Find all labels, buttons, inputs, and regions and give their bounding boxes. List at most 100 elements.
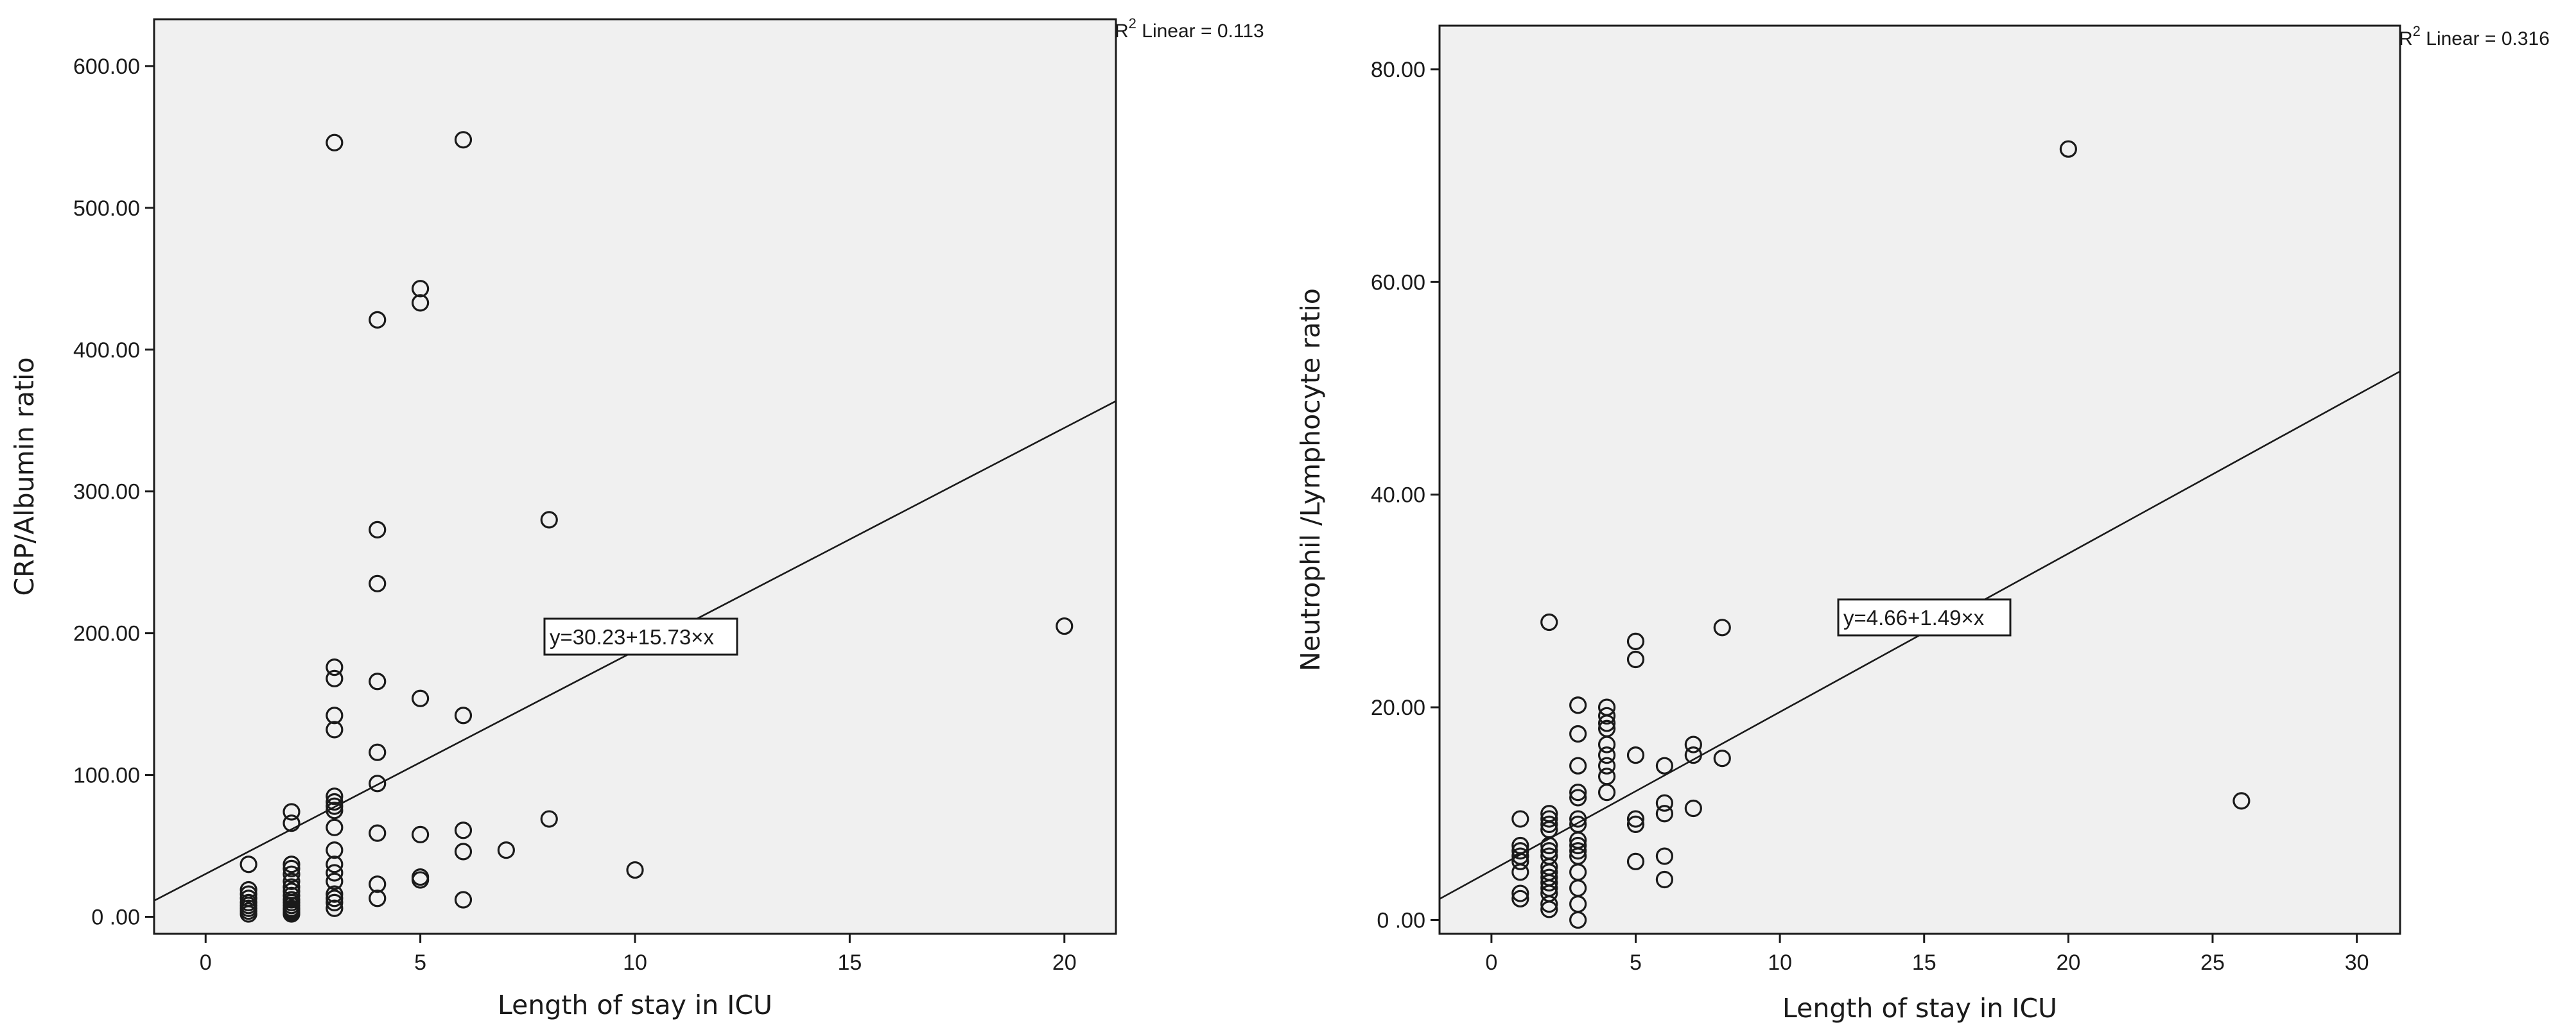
data-point bbox=[283, 859, 300, 877]
x-tick-label: 25 bbox=[2200, 950, 2225, 975]
equation-text: y=30.23+15.73×x bbox=[550, 625, 714, 649]
y-tick-label: 400.00 bbox=[73, 338, 140, 363]
scatter-points bbox=[1511, 140, 2250, 929]
data-point bbox=[1597, 707, 1616, 725]
data-point bbox=[369, 673, 387, 691]
chart-crp-albumin: 0 .00 100.00 200.00 300.00 400.00 500.00 600.0… bbox=[9, 15, 1264, 1020]
data-point bbox=[1511, 847, 1529, 865]
data-point bbox=[283, 872, 300, 890]
scatter-points bbox=[239, 131, 1074, 923]
data-point bbox=[1540, 815, 1558, 833]
data-point bbox=[1597, 719, 1616, 737]
x-tick-label: 5 bbox=[414, 950, 426, 975]
data-point bbox=[239, 885, 257, 903]
data-point bbox=[412, 280, 430, 298]
data-point bbox=[326, 133, 344, 151]
y-axis-title: CRP/Albumin ratio bbox=[9, 357, 40, 596]
data-point bbox=[1056, 617, 1074, 635]
x-tick-label: 15 bbox=[837, 950, 862, 975]
data-point bbox=[454, 821, 473, 839]
data-point bbox=[326, 658, 344, 676]
data-point bbox=[283, 878, 300, 896]
data-point bbox=[283, 882, 300, 900]
data-point bbox=[1569, 815, 1587, 833]
r-squared-rest: Linear = 0.316 bbox=[2421, 28, 2550, 49]
data-point bbox=[369, 311, 387, 329]
data-point bbox=[369, 574, 387, 592]
data-point bbox=[1684, 799, 1702, 818]
x-axis-ticks: 0 5 10 15 20 25 30 bbox=[1485, 934, 2369, 975]
plot-area bbox=[153, 18, 1117, 935]
data-point bbox=[369, 520, 387, 538]
data-point bbox=[1511, 884, 1529, 902]
data-point bbox=[326, 899, 344, 917]
data-point bbox=[1655, 847, 1674, 865]
data-point bbox=[1626, 810, 1645, 828]
r-squared-label: R2 Linear = 0.113 bbox=[1115, 15, 1264, 42]
data-point bbox=[1626, 815, 1645, 833]
data-point bbox=[369, 743, 387, 761]
data-point bbox=[412, 294, 430, 312]
data-point bbox=[1713, 619, 1731, 637]
data-point bbox=[1540, 842, 1558, 860]
y-tick-label: 20.00 bbox=[1371, 696, 1425, 720]
data-point bbox=[1511, 836, 1529, 855]
data-point bbox=[454, 843, 473, 861]
data-point bbox=[369, 775, 387, 793]
y-tick-label: 60.00 bbox=[1371, 270, 1425, 295]
data-point bbox=[1569, 757, 1587, 775]
data-point bbox=[1569, 696, 1587, 714]
data-point bbox=[2059, 140, 2077, 158]
data-point bbox=[326, 707, 344, 725]
equation-box bbox=[543, 617, 738, 656]
data-point bbox=[326, 872, 344, 890]
data-point bbox=[1540, 868, 1558, 886]
x-tick-label: 20 bbox=[1052, 950, 1077, 975]
data-point bbox=[1655, 870, 1674, 889]
r-squared-prefix: R bbox=[1115, 21, 1129, 42]
data-point bbox=[1713, 750, 1731, 768]
data-point bbox=[1597, 746, 1616, 764]
x-tick-label: 15 bbox=[1912, 950, 1936, 975]
data-point bbox=[626, 861, 644, 879]
equation-box bbox=[1837, 598, 2012, 637]
equation-text: y=4.66+1.49×x bbox=[1843, 606, 1985, 630]
data-point bbox=[1569, 725, 1587, 743]
data-point bbox=[412, 825, 430, 843]
data-point bbox=[1597, 768, 1616, 786]
y-axis-title: Neutrophil /Lymphocyte ratio bbox=[1295, 288, 1326, 671]
data-point bbox=[1569, 784, 1587, 802]
data-point bbox=[1540, 613, 1558, 632]
y-tick-label: 80.00 bbox=[1371, 58, 1425, 82]
data-point bbox=[326, 818, 344, 836]
data-point bbox=[1655, 794, 1674, 812]
equation-label: y=4.66+1.49×x bbox=[1837, 598, 2012, 637]
data-point bbox=[1540, 810, 1558, 828]
data-point bbox=[283, 856, 300, 873]
data-point bbox=[1597, 757, 1616, 775]
data-point bbox=[1569, 836, 1587, 855]
data-point bbox=[326, 787, 344, 805]
r-squared-rest: Linear = 0.113 bbox=[1136, 21, 1264, 42]
r-squared-label: R2 Linear = 0.316 bbox=[2399, 23, 2550, 49]
y-tick-label: 40.00 bbox=[1371, 483, 1425, 508]
data-point bbox=[326, 669, 344, 687]
data-point bbox=[454, 707, 473, 725]
data-point bbox=[1626, 746, 1645, 764]
data-point bbox=[326, 841, 344, 859]
y-tick-label: 0 .00 bbox=[1377, 908, 1425, 933]
data-point bbox=[540, 810, 558, 828]
r-squared-sup: 2 bbox=[2413, 23, 2421, 39]
data-point bbox=[239, 881, 257, 899]
data-point bbox=[1569, 842, 1587, 860]
x-axis-title: Length of stay in ICU bbox=[1782, 993, 2057, 1024]
y-tick-label: 600.00 bbox=[73, 55, 140, 79]
plot-area bbox=[1438, 24, 2401, 935]
x-tick-label: 10 bbox=[623, 950, 647, 975]
x-tick-label: 10 bbox=[1768, 950, 1792, 975]
data-point bbox=[1626, 852, 1645, 870]
x-tick-label: 20 bbox=[2056, 950, 2080, 975]
data-point bbox=[412, 868, 430, 886]
data-point bbox=[1540, 847, 1558, 865]
